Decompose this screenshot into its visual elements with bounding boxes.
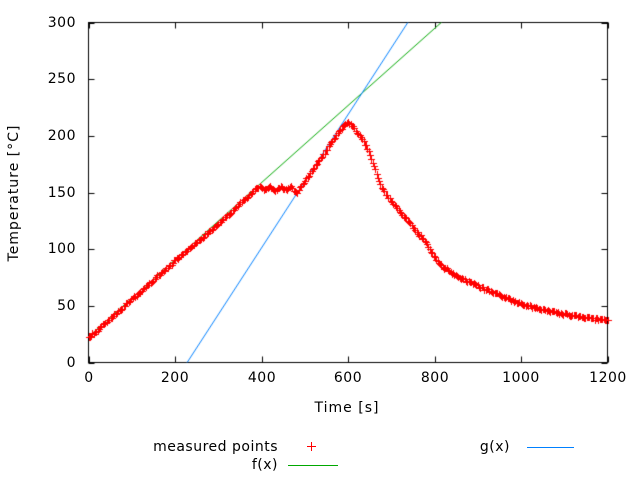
y-tick-label: 0 (66, 355, 76, 371)
legend-line-sample-f (288, 465, 338, 466)
legend-plus-marker-icon (307, 442, 316, 451)
y-tick-label: 150 (47, 185, 76, 201)
y-tick-label: 300 (47, 15, 76, 31)
x-tick-label: 800 (420, 370, 450, 386)
x-tick-label: 600 (333, 370, 363, 386)
x-axis-title: Time [s] (314, 400, 380, 416)
x-tick-label: 200 (160, 370, 190, 386)
legend-label-g: g(x) (479, 439, 510, 455)
y-tick-label: 100 (47, 241, 76, 257)
y-tick-label: 50 (57, 298, 76, 314)
x-tick-label: 1200 (589, 370, 627, 386)
legend-label-measured-points: measured points (153, 439, 278, 455)
x-tick-label: 0 (84, 370, 94, 386)
y-tick-label: 250 (47, 71, 76, 87)
x-tick-label: 400 (247, 370, 277, 386)
legend-line-sample-g (527, 447, 574, 448)
x-tick-label: 1000 (502, 370, 540, 386)
legend-plus-marker-vbar (311, 442, 312, 451)
legend-label-f: f(x) (251, 457, 278, 473)
y-tick-label: 200 (47, 128, 76, 144)
